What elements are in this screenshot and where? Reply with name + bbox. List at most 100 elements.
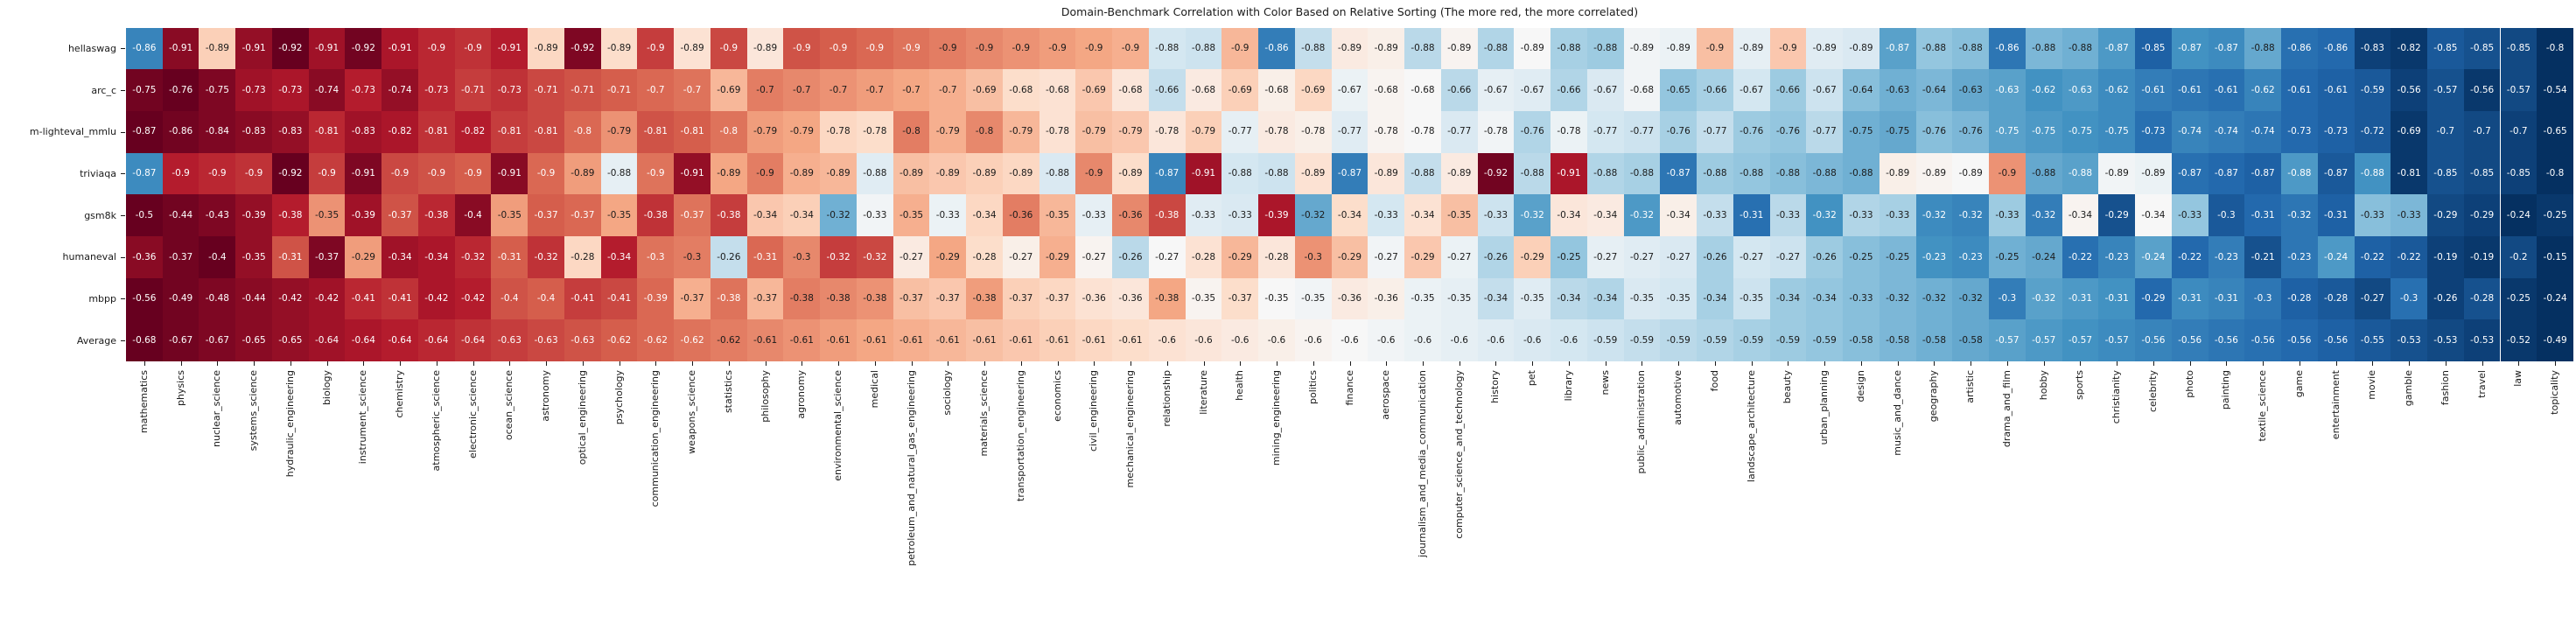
heatmap-cell: -0.67 xyxy=(162,319,200,361)
heatmap-cell: -0.81 xyxy=(528,110,564,153)
heatmap-cell: -0.89 xyxy=(1806,27,1844,70)
heatmap-cell: -0.37 xyxy=(1039,277,1076,320)
heatmap-cell: -0.34 xyxy=(1550,277,1587,320)
x-tick xyxy=(1934,361,1936,366)
x-tick xyxy=(180,361,182,366)
heatmap-cell: -0.34 xyxy=(1806,277,1844,320)
heatmap-cell: -0.67 xyxy=(1477,69,1515,111)
x-tick xyxy=(1094,361,1096,366)
x-axis-label-law: law xyxy=(2512,370,2524,387)
heatmap-cell: -0.78 xyxy=(1294,110,1332,153)
x-tick xyxy=(692,361,694,366)
x-tick xyxy=(2482,361,2483,366)
heatmap-cell: -0.32 xyxy=(1623,194,1661,236)
x-tick xyxy=(1532,361,1534,366)
heatmap-cell: -0.88 xyxy=(1732,152,1770,195)
y-axis-label-mbpp: mbpp xyxy=(88,292,116,304)
heatmap-cell: -0.41 xyxy=(564,277,601,320)
x-tick xyxy=(1824,361,1826,366)
heatmap-cell: -0.33 xyxy=(1477,194,1515,236)
heatmap-cell: -0.9 xyxy=(235,152,272,195)
x-axis-label-food: food xyxy=(1708,370,1720,392)
heatmap-cell: -0.24 xyxy=(2537,277,2573,320)
heatmap-cell: -0.58 xyxy=(1915,319,1953,361)
x-axis-label-travel: travel xyxy=(2475,370,2488,398)
heatmap-cell: -0.67 xyxy=(1806,69,1844,111)
heatmap-cell: -0.79 xyxy=(1112,110,1149,153)
heatmap-cell: -0.85 xyxy=(2463,152,2501,195)
x-tick xyxy=(1277,361,1278,366)
heatmap-cell: -0.77 xyxy=(1623,110,1661,153)
heatmap-cell: -0.6 xyxy=(1185,319,1222,361)
x-tick xyxy=(2189,361,2191,366)
x-tick xyxy=(1714,361,1716,366)
heatmap-cell: -0.55 xyxy=(2354,319,2391,361)
heatmap-cell: -0.59 xyxy=(1806,319,1844,361)
x-axis-label-mechanical_engineering: mechanical_engineering xyxy=(1124,370,1137,488)
heatmap-cell: -0.66 xyxy=(1440,69,1478,111)
heatmap-cell: -0.57 xyxy=(2025,319,2062,361)
heatmap-cell: -0.87 xyxy=(2208,27,2245,70)
heatmap-cell: -0.88 xyxy=(1039,152,1076,195)
heatmap-cell: -0.26 xyxy=(1477,235,1515,278)
heatmap-cell: -0.9 xyxy=(892,27,930,70)
heatmap-cell: -0.33 xyxy=(1843,277,1880,320)
heatmap-cell: -0.33 xyxy=(1879,194,1916,236)
heatmap-cell: -0.73 xyxy=(2135,110,2172,153)
heatmap-cell: -0.36 xyxy=(1331,277,1368,320)
heatmap-cell: -0.88 xyxy=(1222,152,1259,195)
heatmap-cell: -0.23 xyxy=(2098,235,2136,278)
x-tick xyxy=(1240,361,1242,366)
heatmap-cell: -0.71 xyxy=(454,69,492,111)
heatmap-cell: -0.3 xyxy=(2208,194,2245,236)
heatmap-cell: -0.83 xyxy=(2354,27,2391,70)
heatmap-cell: -0.61 xyxy=(1112,319,1149,361)
heatmap-cell: -0.7 xyxy=(637,69,675,111)
heatmap-cell: -0.63 xyxy=(2062,69,2099,111)
heatmap-cell: -0.9 xyxy=(1039,27,1076,70)
x-tick xyxy=(1860,361,1862,366)
heatmap-cell: -0.29 xyxy=(1222,235,1259,278)
heatmap-cell: -0.7 xyxy=(856,69,893,111)
heatmap-cell: -0.28 xyxy=(966,235,1003,278)
heatmap-cell: -0.48 xyxy=(199,277,236,320)
heatmap-cell: -0.75 xyxy=(1989,110,2026,153)
heatmap-cell: -0.89 xyxy=(1440,152,1478,195)
heatmap-cell: -0.23 xyxy=(2208,235,2245,278)
x-axis-label-psychology: psychology xyxy=(612,370,625,425)
x-axis-label-music_and_dance: music_and_dance xyxy=(1891,370,1903,456)
heatmap-cell: -0.29 xyxy=(1039,235,1076,278)
heatmap-cell: -0.83 xyxy=(345,110,382,153)
x-axis-label-weapons_science: weapons_science xyxy=(686,370,698,454)
heatmap-cell: -0.64 xyxy=(1843,69,1880,111)
heatmap-cell: -0.27 xyxy=(1732,235,1770,278)
heatmap-cell: -0.26 xyxy=(1697,235,1733,278)
heatmap-cell: -0.61 xyxy=(820,319,857,361)
heatmap-cell: -0.57 xyxy=(1989,319,2026,361)
heatmap-cell: -0.5 xyxy=(126,194,163,236)
heatmap-cell: -0.33 xyxy=(2171,194,2208,236)
heatmap-cell: -0.32 xyxy=(1294,194,1332,236)
heatmap-cell: -0.27 xyxy=(1075,235,1113,278)
heatmap-cell: -0.41 xyxy=(600,277,638,320)
heatmap-cell: -0.88 xyxy=(2281,152,2318,195)
heatmap-cell: -0.38 xyxy=(1148,194,1186,236)
heatmap-cell: -0.29 xyxy=(929,235,967,278)
y-tick xyxy=(121,215,125,217)
heatmap-cell: -0.92 xyxy=(345,27,382,70)
heatmap-cell: -0.63 xyxy=(1952,69,1990,111)
heatmap-cell: -0.33 xyxy=(1843,194,1880,236)
heatmap-cell: -0.58 xyxy=(1843,319,1880,361)
heatmap-cell: -0.3 xyxy=(783,235,821,278)
heatmap-cell: -0.56 xyxy=(2244,319,2282,361)
x-axis-label-computer_science_and_technology: computer_science_and_technology xyxy=(1452,370,1465,539)
heatmap-cell: -0.85 xyxy=(2427,27,2464,70)
heatmap-cell: -0.89 xyxy=(1331,27,1368,70)
heatmap-cell: -0.66 xyxy=(1148,69,1186,111)
heatmap-cell: -0.77 xyxy=(1806,110,1844,153)
x-axis-label-biology: biology xyxy=(320,370,332,406)
heatmap-cell: -0.72 xyxy=(2354,110,2391,153)
heatmap-cell: -0.23 xyxy=(1952,235,1990,278)
x-axis-label-painting: painting xyxy=(2220,370,2232,410)
